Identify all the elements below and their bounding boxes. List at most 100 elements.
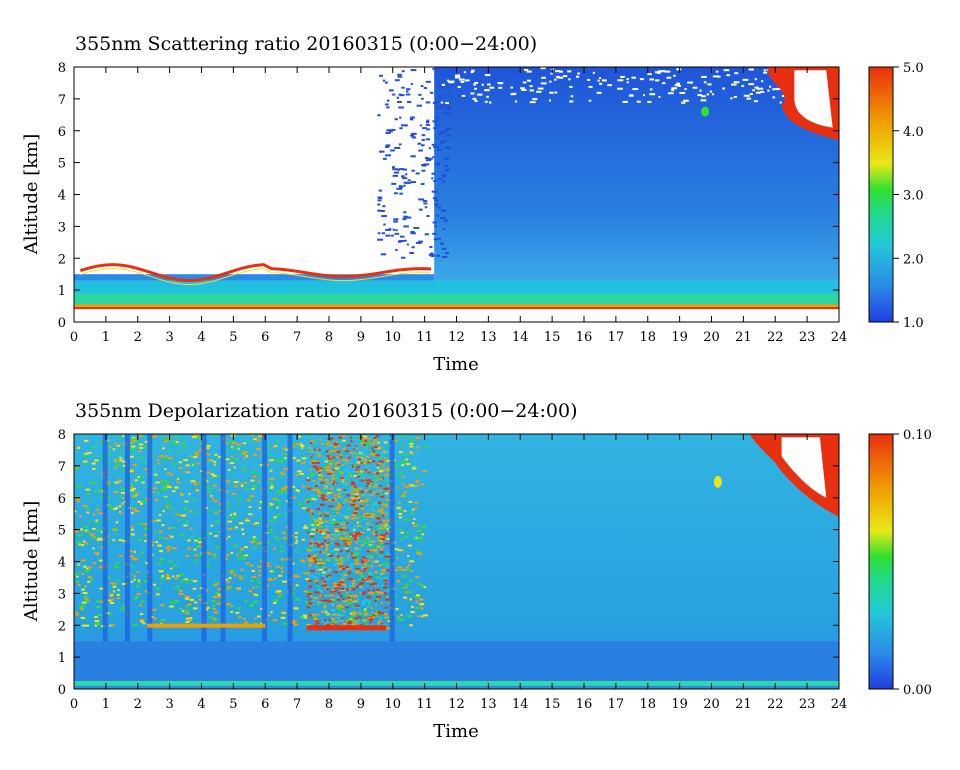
speckle bbox=[371, 479, 375, 482]
scattering-x-axis-label: Time bbox=[433, 354, 478, 375]
speckle bbox=[326, 613, 330, 616]
y-tick-label: 3 bbox=[58, 587, 66, 602]
speckle bbox=[364, 599, 369, 602]
speckle bbox=[320, 450, 323, 453]
speckle bbox=[338, 528, 344, 531]
speckle bbox=[213, 584, 217, 587]
speckle bbox=[108, 445, 112, 448]
speckle bbox=[395, 229, 398, 232]
speckle bbox=[216, 602, 221, 605]
speckle bbox=[434, 162, 440, 165]
speckle bbox=[324, 458, 328, 461]
speckle bbox=[145, 527, 150, 530]
speckle bbox=[426, 128, 430, 131]
speckle bbox=[368, 591, 373, 594]
speckle bbox=[359, 575, 365, 578]
speckle bbox=[441, 209, 447, 212]
speckle bbox=[345, 620, 349, 623]
speckle bbox=[409, 451, 413, 454]
speckle bbox=[339, 454, 343, 457]
speckle bbox=[343, 539, 346, 542]
speckle bbox=[383, 450, 386, 453]
speckle bbox=[379, 74, 384, 77]
speckle bbox=[357, 516, 362, 519]
speckle bbox=[421, 533, 424, 536]
speckle bbox=[335, 441, 339, 444]
speckle bbox=[385, 532, 389, 535]
speckle bbox=[252, 453, 257, 456]
speckle bbox=[418, 93, 422, 96]
speckle bbox=[112, 585, 117, 588]
speckle bbox=[341, 601, 346, 604]
speckle bbox=[417, 142, 422, 145]
speckle bbox=[342, 527, 347, 530]
speckle bbox=[403, 215, 408, 218]
speckle bbox=[353, 510, 359, 513]
speckle bbox=[371, 560, 375, 563]
scattering-heatmap bbox=[74, 67, 839, 322]
speckle bbox=[377, 535, 381, 538]
speckle bbox=[321, 494, 326, 497]
speckle bbox=[143, 461, 147, 464]
speckle bbox=[415, 172, 420, 175]
speckle bbox=[181, 514, 187, 517]
x-tick-label: 10 bbox=[384, 330, 401, 345]
speckle bbox=[361, 494, 364, 497]
speckle bbox=[270, 503, 274, 506]
speckle bbox=[374, 483, 379, 486]
speckle bbox=[370, 450, 374, 453]
x-tick-label: 21 bbox=[735, 697, 752, 712]
speckle bbox=[383, 157, 387, 160]
speckle bbox=[660, 70, 666, 73]
speckle bbox=[280, 594, 283, 597]
speckle bbox=[327, 541, 330, 544]
speckle bbox=[311, 523, 315, 526]
speckle bbox=[307, 524, 312, 527]
speckle bbox=[379, 451, 384, 454]
speckle bbox=[363, 512, 367, 515]
speckle bbox=[763, 69, 767, 72]
speckle bbox=[293, 607, 298, 610]
speckle bbox=[325, 548, 329, 551]
speckle bbox=[398, 106, 404, 109]
speckle bbox=[243, 546, 248, 549]
speckle bbox=[359, 533, 363, 536]
speckle bbox=[116, 579, 119, 582]
speckle bbox=[316, 523, 320, 526]
speckle bbox=[326, 525, 329, 528]
speckle bbox=[313, 576, 318, 579]
speckle bbox=[360, 474, 364, 477]
speckle bbox=[411, 452, 414, 455]
speckle bbox=[360, 442, 364, 445]
speckle bbox=[83, 439, 89, 442]
speckle bbox=[217, 531, 221, 534]
speckle bbox=[347, 456, 352, 459]
speckle bbox=[325, 494, 328, 497]
speckle bbox=[384, 542, 389, 545]
speckle bbox=[229, 440, 234, 443]
speckle bbox=[121, 605, 125, 608]
speckle bbox=[165, 484, 171, 487]
speckle bbox=[377, 622, 380, 625]
speckle bbox=[400, 549, 405, 552]
speckle bbox=[369, 479, 373, 482]
speckle bbox=[421, 169, 426, 172]
speckle bbox=[385, 552, 390, 555]
speckle bbox=[410, 569, 413, 572]
speckle bbox=[617, 87, 623, 90]
speckle bbox=[767, 89, 770, 92]
speckle bbox=[441, 74, 447, 77]
speckle bbox=[139, 613, 144, 616]
speckle bbox=[373, 503, 379, 506]
speckle bbox=[217, 588, 222, 591]
speckle bbox=[316, 569, 319, 572]
speckle bbox=[308, 586, 311, 589]
speckle bbox=[403, 596, 408, 599]
speckle bbox=[285, 514, 290, 517]
speckle bbox=[411, 606, 414, 609]
speckle bbox=[416, 446, 420, 449]
speckle bbox=[83, 462, 86, 465]
speckle bbox=[340, 557, 345, 560]
speckle bbox=[371, 509, 376, 512]
speckle bbox=[213, 499, 218, 502]
